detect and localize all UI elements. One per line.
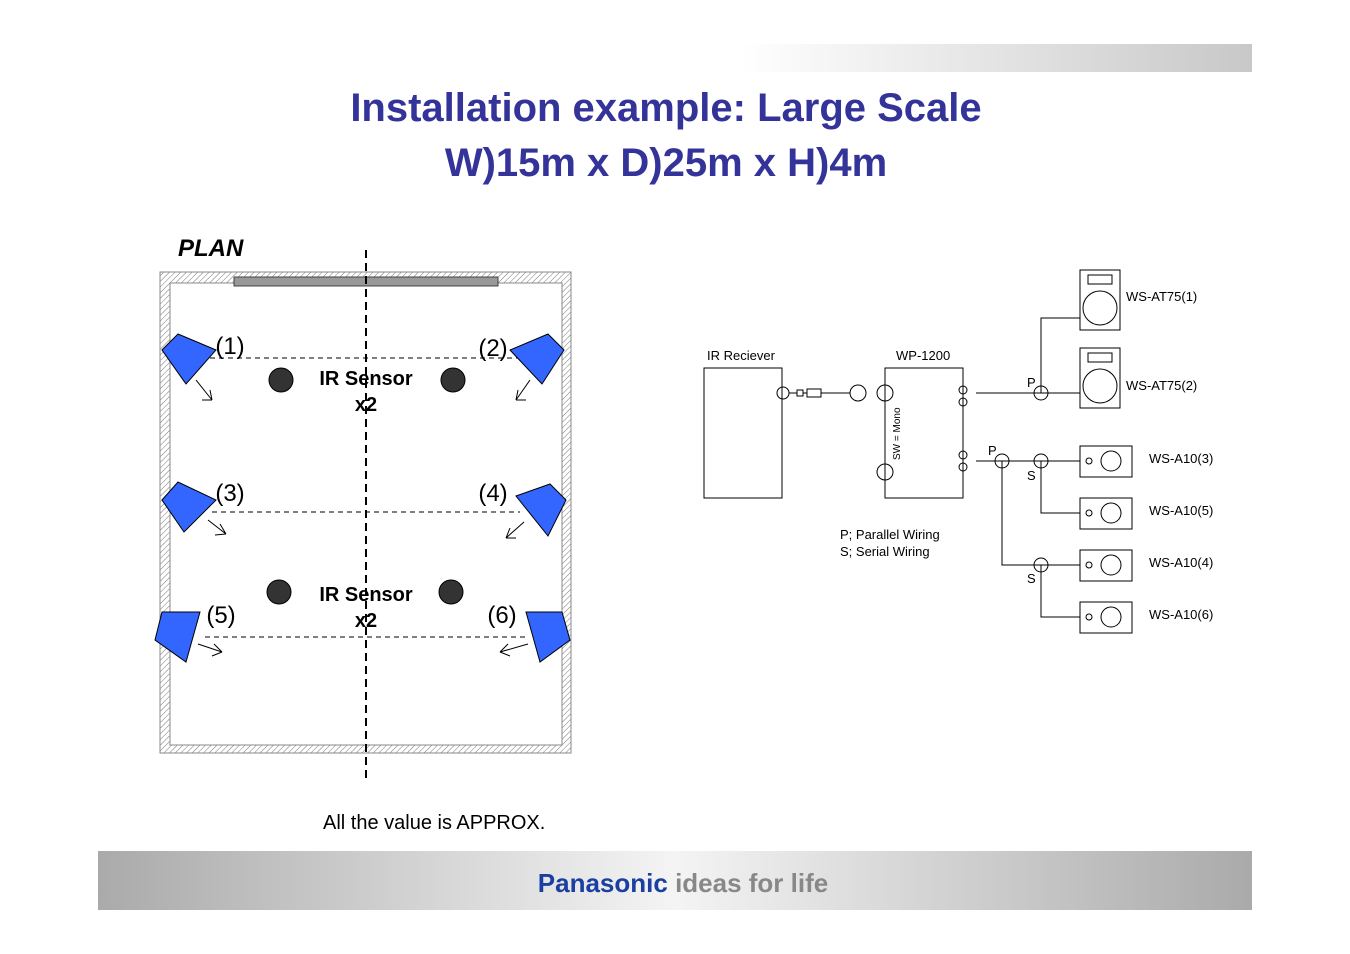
junction	[994, 453, 1010, 469]
amp-label: WP-1200	[896, 348, 950, 363]
receiver-label: IR Reciever	[707, 348, 776, 363]
footer-logo: Panasonic ideas for life	[538, 868, 828, 898]
tweeter	[1087, 352, 1113, 363]
speaker-label: (2)	[478, 335, 507, 362]
speaker-box	[1079, 549, 1133, 582]
wiring-mark: S	[1027, 571, 1036, 586]
cable	[789, 388, 850, 398]
jack	[776, 386, 790, 400]
junction	[1033, 557, 1049, 573]
speaker	[525, 611, 571, 663]
slogan: ideas for life	[675, 868, 828, 898]
top-band	[740, 44, 1252, 72]
speaker-box	[1079, 269, 1121, 331]
terminal	[958, 450, 968, 460]
sensor-count: x2	[355, 394, 377, 416]
sensor	[268, 367, 294, 393]
footer-band	[98, 851, 1252, 910]
title: W)15m x D)25m x H)4m	[445, 141, 887, 185]
wiring-mark: P	[1027, 375, 1036, 390]
sensor-label: IR Sensor	[319, 368, 413, 390]
output-label: WS-AT75(1)	[1126, 289, 1197, 304]
speaker	[509, 333, 565, 385]
plan: PLAN (1) (2) (3) (4) (5) (6) IR Sensor x…	[154, 235, 572, 834]
plan-label: PLAN	[178, 235, 244, 262]
terminal	[958, 397, 968, 407]
speaker-label: (1)	[215, 333, 244, 360]
legend: P; Parallel Wiring	[840, 527, 940, 542]
output-label: WS-A10(6)	[1149, 607, 1213, 622]
junction	[1033, 453, 1049, 469]
sensor-label: IR Sensor	[319, 584, 413, 606]
connector	[849, 384, 867, 402]
arrow	[207, 519, 227, 536]
arrow	[515, 379, 531, 401]
output-label: WS-AT75(2)	[1126, 378, 1197, 393]
speaker-label: (4)	[478, 480, 507, 507]
output-label: WS-A10(4)	[1149, 555, 1213, 570]
legend: S; Serial Wiring	[840, 544, 930, 559]
connector	[876, 384, 894, 402]
wiring	[703, 269, 1133, 634]
junction	[1033, 385, 1049, 401]
arrow	[499, 643, 529, 657]
speaker-box	[1079, 497, 1133, 530]
speaker	[154, 611, 201, 663]
speaker-label: (3)	[215, 480, 244, 507]
connector	[876, 463, 894, 481]
sensor	[266, 579, 292, 605]
terminal	[958, 385, 968, 395]
output-label: WS-A10(3)	[1149, 451, 1213, 466]
title: Installation example: Large Scale	[350, 86, 981, 130]
receiver-box	[703, 367, 783, 499]
speaker-box	[1079, 601, 1133, 634]
sensor	[440, 367, 466, 393]
speaker	[515, 483, 567, 537]
wires	[976, 317, 1080, 618]
wiring-mark: P	[988, 443, 997, 458]
speaker-label: (6)	[487, 602, 516, 629]
tweeter	[1087, 274, 1113, 285]
terminal	[958, 462, 968, 472]
arrow	[195, 379, 213, 401]
speaker	[161, 481, 217, 533]
woofer	[1082, 290, 1118, 326]
wiring-mark: S	[1027, 468, 1036, 483]
output-label: WS-A10(5)	[1149, 503, 1213, 518]
note: All the value is APPROX.	[323, 812, 545, 834]
speaker	[161, 333, 217, 385]
speaker-box	[1079, 347, 1121, 409]
arrow	[197, 643, 223, 657]
brand: Panasonic	[538, 868, 668, 898]
switch-label: SW = Mono	[892, 407, 903, 460]
woofer	[1082, 368, 1118, 404]
sensor	[438, 579, 464, 605]
sensor-count: x2	[355, 610, 377, 632]
amp-box	[884, 367, 964, 499]
arrow	[505, 521, 525, 539]
speaker-label: (5)	[206, 602, 235, 629]
speaker-box	[1079, 445, 1133, 478]
